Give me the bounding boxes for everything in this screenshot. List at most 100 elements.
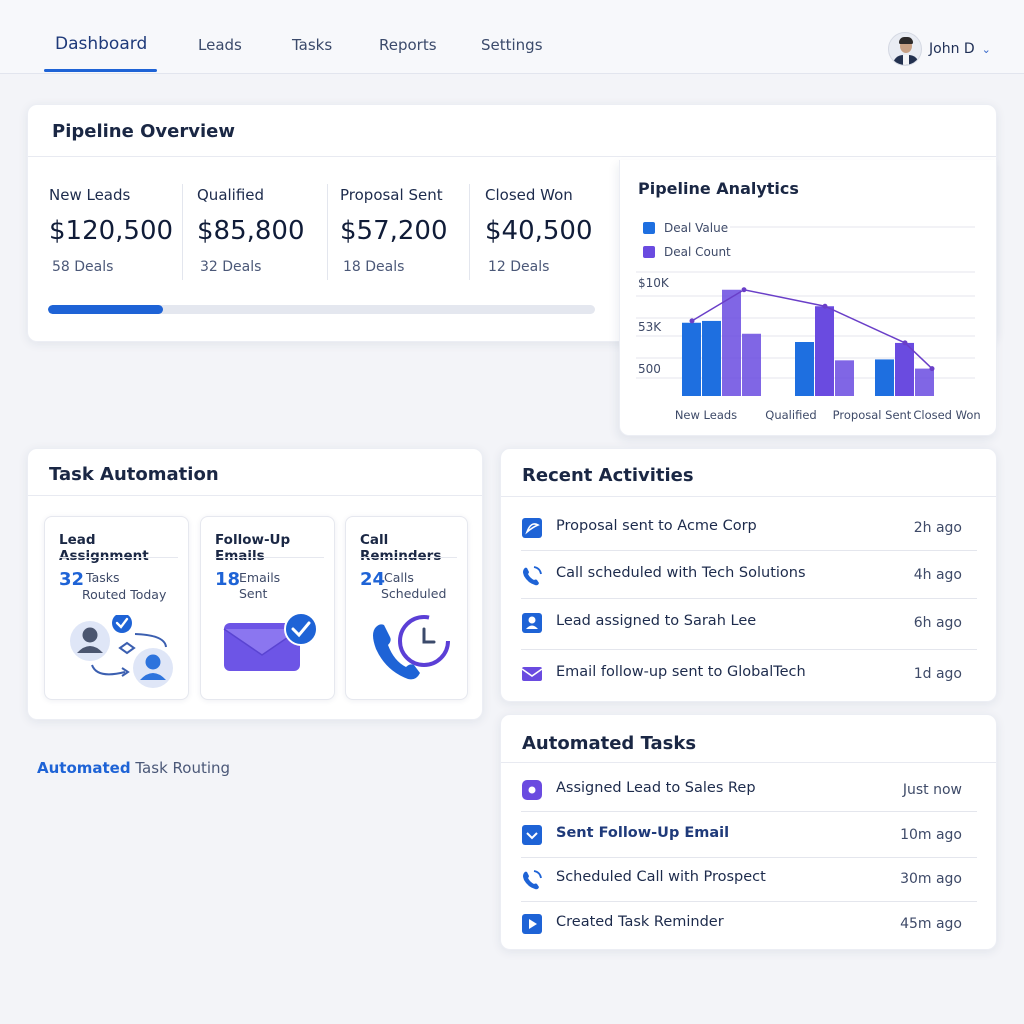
user-name[interactable]: John D: [929, 41, 975, 57]
stat-label: New Leads: [49, 186, 131, 204]
activity-row[interactable]: Lead assigned to Sarah Lee 6h ago: [521, 609, 977, 639]
y-tick-label: $10K: [638, 276, 670, 290]
user-menu[interactable]: John D ⌄: [888, 32, 991, 66]
x-tick-label: Closed Won: [913, 408, 980, 422]
chart-bar: [835, 360, 854, 396]
chart-bar: [722, 289, 741, 396]
avatar[interactable]: [888, 32, 922, 66]
nav-tab-dashboard[interactable]: Dashboard: [55, 34, 148, 54]
activity-text: Lead assigned to Sarah Lee: [556, 613, 757, 629]
task-text: Created Task Reminder: [556, 914, 724, 930]
stat-new-leads[interactable]: New Leads $120,500 58 Deals: [49, 186, 189, 275]
task-text: Scheduled Call with Prospect: [556, 869, 766, 885]
legend-label: Deal Value: [664, 221, 728, 235]
stat-proposal-sent[interactable]: Proposal Sent $57,200 18 Deals: [340, 186, 480, 275]
activity-text: Email follow-up sent to GlobalTech: [556, 664, 806, 680]
lead-assignment-card[interactable]: Lead Assignment 32 Tasks Routed Today: [44, 516, 189, 700]
routing-link-text[interactable]: Task Routing: [130, 759, 231, 777]
legend-swatch: [643, 246, 655, 258]
phone-icon: [521, 564, 543, 586]
task-card-title: Call Reminders: [360, 532, 442, 564]
x-tick-label: Qualified: [765, 408, 816, 422]
task-text: Sent Follow-Up Email: [556, 825, 730, 841]
record-icon: [521, 779, 543, 801]
task-card-sublabel: Scheduled: [381, 586, 447, 601]
activity-time: 4h ago: [913, 567, 962, 583]
automated-task-row[interactable]: Assigned Lead to Sales Rep Just now: [521, 776, 977, 806]
task-card-label: Emails: [239, 570, 281, 585]
task-time: 30m ago: [900, 871, 962, 887]
activity-row[interactable]: Proposal sent to Acme Corp 2h ago: [521, 514, 977, 544]
trend-point: [689, 318, 695, 324]
stat-divider: [182, 184, 183, 280]
stat-label: Closed Won: [485, 186, 573, 204]
task-card-count: 24: [360, 569, 386, 590]
task-card-sublabel: Sent: [239, 586, 268, 601]
stat-qualified[interactable]: Qualified $85,800 32 Deals: [197, 186, 337, 275]
phone-icon: [521, 868, 543, 890]
chart-bar: [702, 320, 721, 396]
nav-tab-tasks[interactable]: Tasks: [292, 36, 333, 54]
chart-bar: [875, 359, 894, 396]
email-check-icon: [223, 612, 318, 671]
task-card-label: Tasks: [86, 570, 120, 585]
automated-task-row[interactable]: Created Task Reminder 45m ago: [521, 910, 977, 940]
stat-deals: 32 Deals: [200, 259, 262, 275]
legend-swatch: [643, 222, 655, 234]
stat-deals: 12 Deals: [488, 259, 550, 275]
routing-link-bold[interactable]: Automated: [37, 759, 131, 777]
user-routing-icon: [70, 615, 173, 688]
task-card-title: Follow-Up Emails: [215, 532, 291, 564]
activity-time: 6h ago: [913, 615, 962, 631]
recent-activities-title: Recent Activities: [522, 465, 694, 486]
stat-deals: 18 Deals: [343, 259, 405, 275]
stat-value: $120,500: [49, 216, 174, 246]
task-card-sublabel: Routed Today: [82, 587, 167, 602]
chart-bar: [815, 306, 834, 396]
chevron-down-icon[interactable]: ⌄: [981, 42, 991, 56]
trend-point: [902, 340, 908, 346]
activity-row[interactable]: Email follow-up sent to GlobalTech 1d ag…: [521, 660, 977, 690]
proposal-icon: [521, 517, 543, 539]
task-card-count: 32: [59, 569, 85, 590]
activity-time: 2h ago: [913, 520, 962, 536]
task-card-label: Calls: [384, 570, 414, 585]
automated-task-row[interactable]: Scheduled Call with Prospect 30m ago: [521, 865, 977, 895]
chevron-icon: [521, 824, 543, 846]
automated-task-routing-link[interactable]: Automated Task Routing: [37, 759, 230, 777]
legend-label: Deal Count: [664, 245, 731, 259]
stat-deals: 58 Deals: [52, 259, 114, 275]
activity-time: 1d ago: [913, 666, 962, 682]
nav-tab-settings[interactable]: Settings: [481, 36, 543, 54]
follow-up-emails-card[interactable]: Follow-Up Emails 18 Emails Sent: [200, 516, 335, 700]
stat-label: Qualified: [197, 186, 265, 204]
activity-text: Call scheduled with Tech Solutions: [556, 565, 806, 581]
task-text: Assigned Lead to Sales Rep: [556, 780, 756, 796]
call-reminders-card[interactable]: Call Reminders 24 Calls Scheduled: [345, 516, 468, 700]
automated-task-row[interactable]: Sent Follow-Up Email 10m ago: [521, 821, 977, 851]
play-icon: [521, 913, 543, 935]
phone-clock-icon: [373, 615, 450, 680]
y-tick-label: 53K: [638, 320, 662, 334]
task-automation-title: Task Automation: [49, 464, 219, 485]
activity-row[interactable]: Call scheduled with Tech Solutions 4h ag…: [521, 561, 977, 591]
task-time: Just now: [902, 782, 962, 798]
trend-point: [822, 303, 828, 309]
chart-bar: [682, 322, 701, 396]
y-tick-label: 500: [638, 362, 661, 376]
x-tick-label: New Leads: [675, 408, 737, 422]
nav-tab-leads[interactable]: Leads: [198, 36, 242, 54]
stat-value: $85,800: [197, 216, 305, 246]
task-time: 10m ago: [900, 827, 962, 843]
chart-bar: [915, 368, 934, 396]
recent-activities-card: Recent Activities: [500, 448, 997, 702]
user-icon: [521, 612, 543, 634]
top-navigation-bar: Dashboard Leads Tasks Reports Settings J…: [0, 0, 1024, 74]
chart-bar: [742, 333, 761, 396]
stat-divider: [327, 184, 328, 280]
task-card-count: 18: [215, 569, 241, 590]
activity-text: Proposal sent to Acme Corp: [556, 518, 757, 534]
stat-closed-won[interactable]: Closed Won $40,500 12 Deals: [485, 186, 625, 275]
stat-label: Proposal Sent: [340, 186, 443, 204]
nav-tab-reports[interactable]: Reports: [379, 36, 437, 54]
